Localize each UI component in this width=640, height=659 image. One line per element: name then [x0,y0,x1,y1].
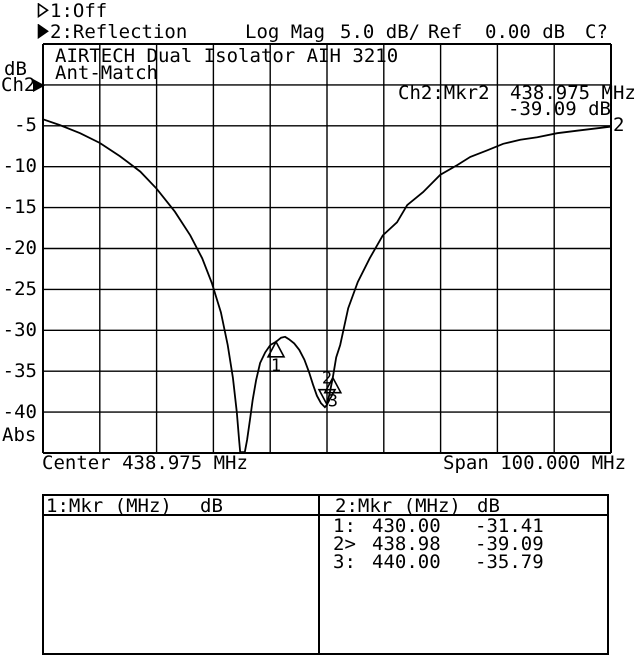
marker-table-header-separator [44,514,607,516]
y-tick-label: -15 [2,196,37,218]
y-tick-label: -40 [2,401,37,423]
marker-row-id: 3: [333,551,356,573]
marker-readout-level: -39.09 dB [508,98,611,120]
marker-2-number: 2 [322,369,332,389]
trace-ch2-reflection [42,118,612,454]
y-tick-label: -25 [2,278,37,300]
format-label: Log Mag [245,21,326,43]
ref-value: 0.00 dB [485,21,566,43]
ref-label: Ref [428,21,463,43]
span-label: Span 100.000 MHz [443,452,627,474]
y-tick-label: -20 [2,237,37,259]
y-tick-label: -35 [2,360,37,382]
marker-table-right-header: 2:Mkr (MHz) [335,495,461,517]
title-line-1: AIRTECH Dual Isolator AIH 3210 [55,45,399,67]
marker-3-number: 3 [328,392,338,412]
cal-status: C? [585,21,608,43]
marker-row-freq: 430.00 [372,515,441,537]
marker-row-db: -31.41 [475,515,544,537]
channel-1-label: 1:Off [50,0,108,22]
trace-number-label: 2 [613,114,625,136]
channel-1-indicator-icon [37,3,49,18]
marker-row-id: 1: [333,515,356,537]
marker-row-db: -35.79 [475,551,544,573]
abs-label: Abs [2,424,37,446]
y-tick-label: -10 [2,155,37,177]
marker-1-number: 1 [271,356,281,376]
y-tick-label: -30 [2,319,37,341]
marker-table-left-header: 1:Mkr (MHz) [46,495,172,517]
marker-table-right-header-unit: dB [477,495,500,517]
y-axis-unit: dB [4,58,27,80]
channel-2-indicator-icon [37,24,49,39]
marker-row-db: -39.09 [475,533,544,555]
marker-table-left-header-unit: dB [200,495,223,517]
y-axis-channel: Ch2 [1,74,36,96]
center-freq-label: Center 438.975 MHz [42,452,248,474]
marker-row-freq: 440.00 [372,551,441,573]
marker-readout-freq: 438.975 MHz [510,82,636,104]
title-line-2: Ant-Match [55,62,158,84]
channel-2-label: 2:Reflection [50,21,188,43]
marker-row-id: 2> [333,533,356,555]
marker-table: 1:Mkr (MHz) dB 2:Mkr (MHz) dB 1: 430.00 … [42,494,609,655]
ref-level-indicator-icon [33,79,45,92]
scale-label: 5.0 dB/ [340,21,421,43]
marker-row-freq: 438.98 [372,533,441,555]
marker-readout-label: Ch2:Mkr2 [398,82,490,104]
marker-1-symbol-icon [266,340,286,358]
y-tick-label: -5 [14,114,37,136]
marker-3-symbol-icon [323,375,343,394]
marker-table-divider [318,496,320,653]
